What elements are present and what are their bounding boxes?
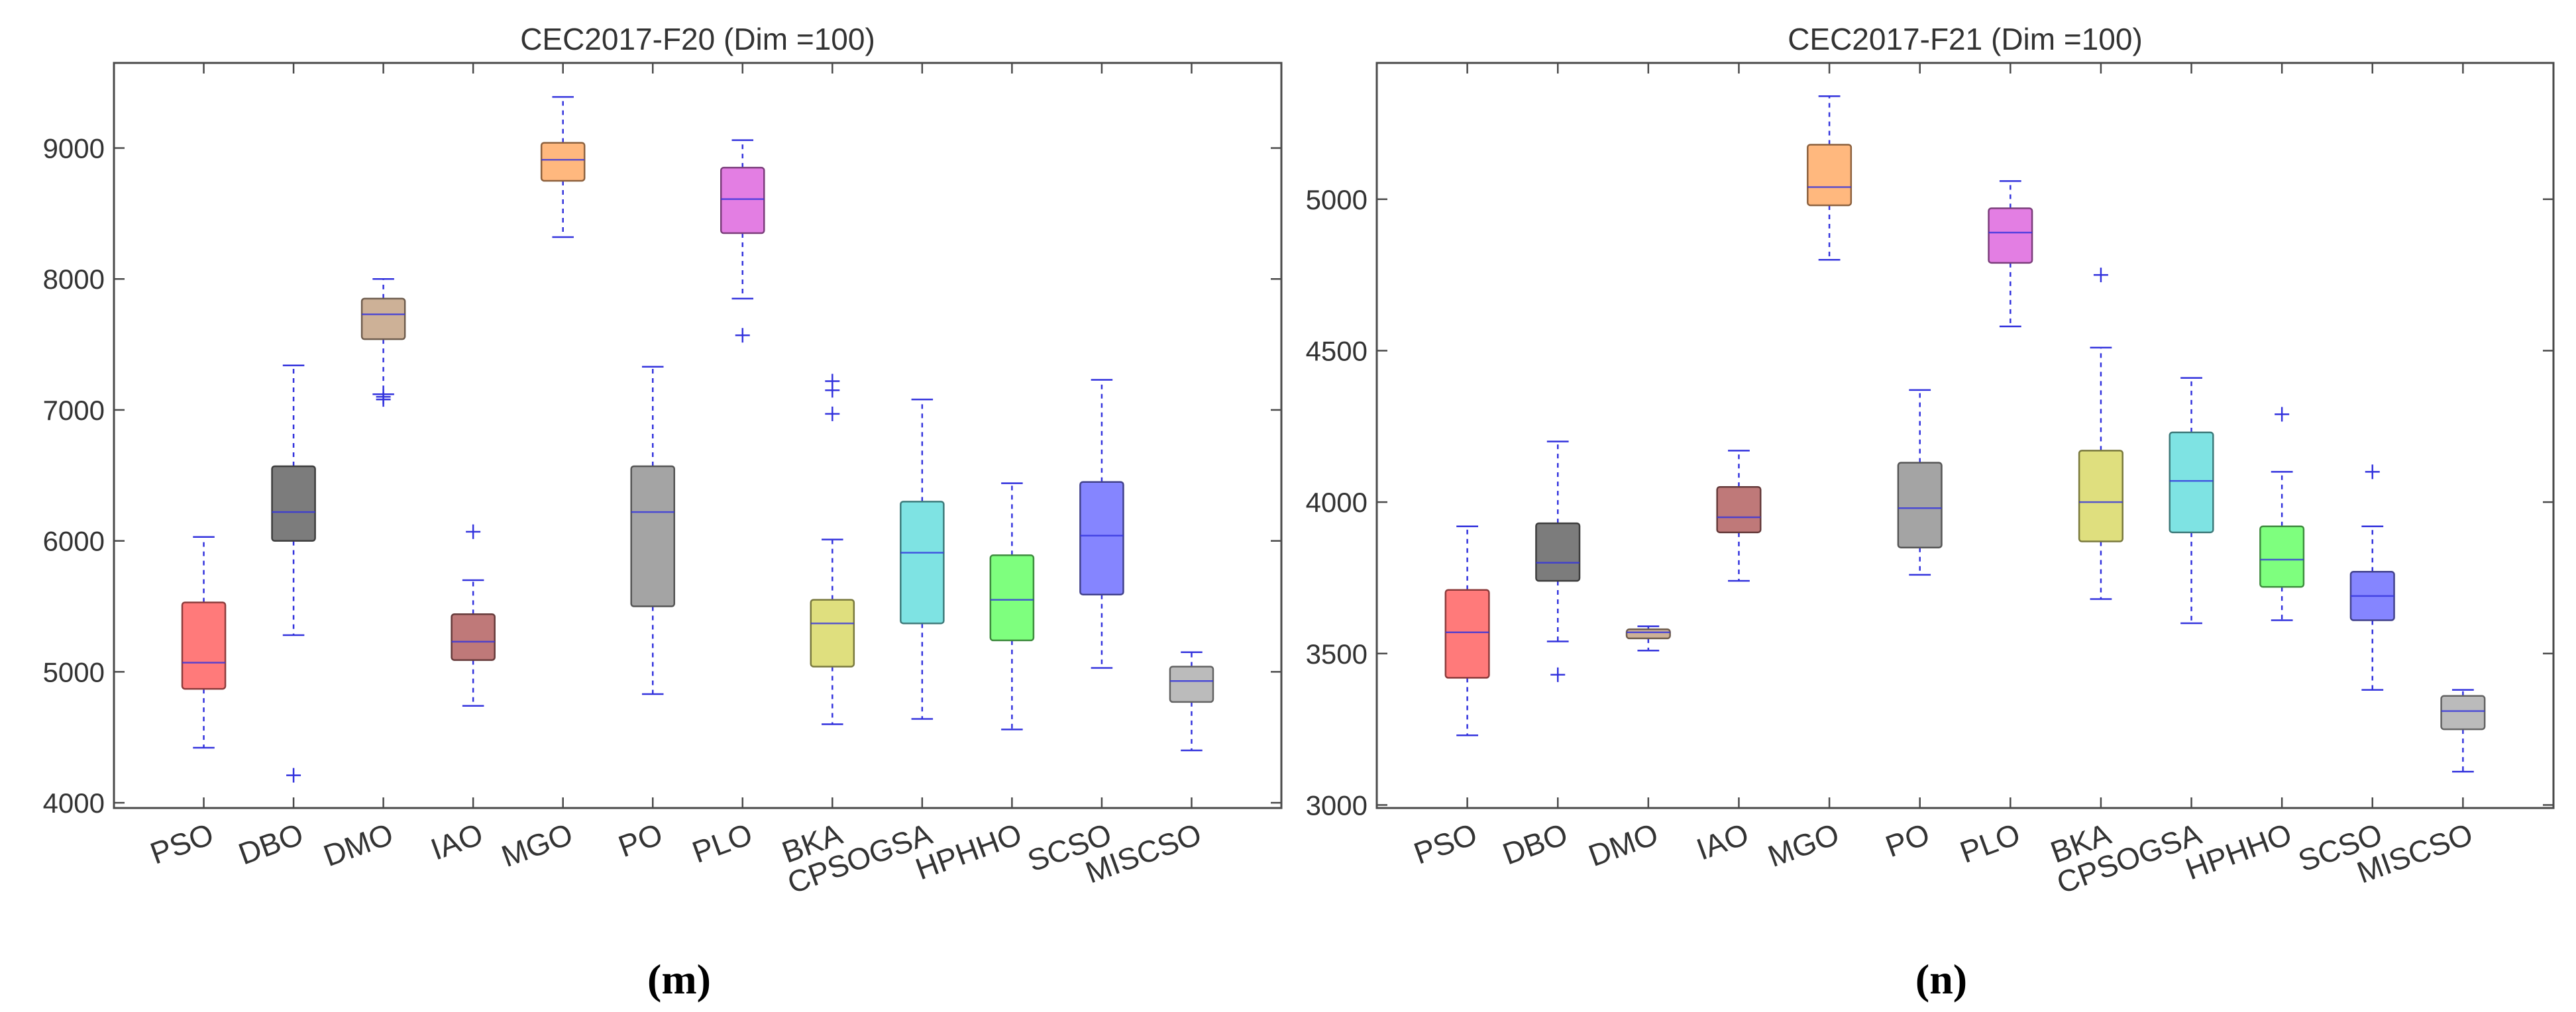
caption-n-close: ) bbox=[1953, 956, 1967, 1003]
box-po: PO bbox=[614, 63, 676, 864]
caption-n-open: ( bbox=[1915, 956, 1929, 1003]
x-tick-label: IAO bbox=[1692, 817, 1753, 867]
box-rect bbox=[1535, 522, 1581, 582]
caption-m-close: ) bbox=[697, 956, 711, 1003]
y-tick-label: 4000 bbox=[43, 787, 105, 819]
box-po: PO bbox=[1881, 63, 1943, 864]
box-rect bbox=[900, 501, 945, 625]
box-rect bbox=[1897, 462, 1943, 548]
box-bka: BKA bbox=[2046, 63, 2123, 870]
box-rect bbox=[810, 599, 855, 668]
box-rect bbox=[540, 142, 586, 182]
outlier-marker bbox=[735, 328, 750, 343]
y-tick-label: 9000 bbox=[43, 133, 105, 164]
outlier-marker bbox=[825, 374, 840, 389]
box-pso: PSO bbox=[1409, 63, 1490, 871]
box-rect bbox=[1988, 207, 2033, 264]
box-rect bbox=[1625, 628, 1671, 640]
y-tick-label: 7000 bbox=[43, 395, 105, 426]
y-tick-label: 4500 bbox=[1306, 335, 1368, 366]
box-iao: IAO bbox=[426, 63, 496, 867]
x-tick-label: DBO bbox=[234, 817, 307, 872]
outlier-marker bbox=[2093, 268, 2108, 283]
box-rect bbox=[181, 601, 227, 690]
box-mgo: MGO bbox=[1763, 63, 1852, 874]
chart-title: CEC2017-F21 (Dim =100) bbox=[1788, 22, 2143, 56]
box-rect bbox=[1716, 485, 1762, 534]
box-rect bbox=[271, 465, 316, 542]
box-rect bbox=[630, 465, 676, 607]
y-tick-label: 5000 bbox=[1306, 184, 1368, 215]
chart-title: CEC2017-F20 (Dim =100) bbox=[520, 22, 875, 56]
caption-m: (m) bbox=[647, 956, 711, 1003]
box-pso: PSO bbox=[146, 63, 227, 871]
box-mgo: MGO bbox=[497, 63, 586, 874]
outlier-marker bbox=[286, 768, 301, 783]
y-tick-label: 3000 bbox=[1306, 789, 1368, 821]
caption-m-open: ( bbox=[647, 956, 661, 1003]
box-rect bbox=[360, 297, 406, 340]
x-tick-label: PLO bbox=[1955, 817, 2024, 870]
axes-frame bbox=[113, 62, 1283, 809]
x-tick-label: DMO bbox=[1584, 817, 1663, 874]
box-dbo: DBO bbox=[234, 63, 316, 872]
box-bka: BKA bbox=[777, 63, 855, 870]
x-tick-label: PSO bbox=[146, 817, 218, 871]
caption-n-label: n bbox=[1929, 956, 1953, 1003]
y-tick-label: 3500 bbox=[1306, 638, 1368, 670]
y-tick-label: 8000 bbox=[43, 264, 105, 295]
box-dbo: DBO bbox=[1498, 63, 1581, 872]
box-rect bbox=[1444, 589, 1490, 679]
box-dmo: DMO bbox=[1584, 63, 1671, 874]
box-miscso: MISCSO bbox=[1081, 63, 1214, 889]
x-tick-label: MGO bbox=[497, 817, 577, 874]
outlier-marker bbox=[825, 406, 840, 421]
x-tick-label: DMO bbox=[319, 817, 398, 874]
y-tick-label: 4000 bbox=[1306, 487, 1368, 518]
caption-n: (n) bbox=[1915, 956, 1967, 1003]
box-hphho: HPHHO bbox=[911, 63, 1035, 886]
chart-f20: CEC2017-F20 (Dim =100) 4000 5000 6000 7000 80… bbox=[43, 22, 1283, 900]
x-tick-label: IAO bbox=[426, 817, 487, 867]
outlier-marker bbox=[376, 392, 391, 407]
box-plo: PLO bbox=[688, 63, 765, 870]
box-rect bbox=[451, 613, 496, 661]
box-rect bbox=[989, 554, 1035, 642]
box-iao: IAO bbox=[1692, 63, 1762, 867]
outlier-marker bbox=[2365, 464, 2380, 480]
box-rect bbox=[2078, 450, 2123, 542]
box-scso: SCSO bbox=[1023, 63, 1124, 878]
x-tick-label: PSO bbox=[1409, 817, 1481, 871]
x-tick-label: HPHHO bbox=[2181, 817, 2296, 887]
x-tick-label: PLO bbox=[688, 817, 757, 870]
chart-f21: CEC2017-F21 (Dim =100) 3000 3500 4000 4500 50… bbox=[1306, 22, 2555, 900]
box-rect bbox=[2259, 525, 2305, 588]
box-scso: SCSO bbox=[2294, 63, 2395, 878]
box-plo: PLO bbox=[1955, 63, 2033, 870]
box-rect bbox=[1807, 144, 1852, 207]
outlier-marker bbox=[1550, 667, 1566, 682]
box-cpsogsa: CPSOGSA bbox=[2052, 63, 2214, 900]
box-rect bbox=[720, 166, 765, 234]
box-cpsogsa: CPSOGSA bbox=[783, 63, 945, 900]
axes-frame bbox=[1375, 62, 2555, 809]
caption-m-label: m bbox=[661, 956, 696, 1003]
x-tick-label: DBO bbox=[1498, 817, 1572, 872]
outlier-marker bbox=[2275, 407, 2290, 422]
y-tick-label: 5000 bbox=[43, 656, 105, 687]
outlier-marker bbox=[466, 524, 481, 539]
x-tick-label: MGO bbox=[1763, 817, 1843, 874]
x-tick-label: PO bbox=[614, 817, 667, 864]
box-dmo: DMO bbox=[319, 63, 406, 874]
box-rect bbox=[2169, 431, 2214, 534]
x-tick-label: PO bbox=[1881, 817, 1934, 864]
box-rect bbox=[1079, 481, 1124, 595]
y-tick-label: 6000 bbox=[43, 526, 105, 557]
box-rect bbox=[1169, 666, 1214, 703]
box-rect bbox=[2440, 695, 2486, 731]
